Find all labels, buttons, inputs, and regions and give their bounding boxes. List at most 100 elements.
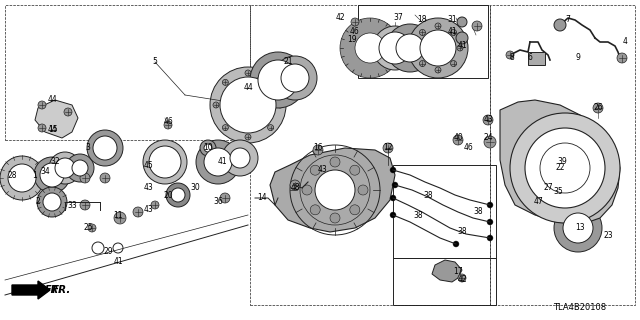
Text: 6: 6 — [527, 52, 532, 61]
Circle shape — [8, 164, 36, 192]
Text: 18: 18 — [417, 15, 427, 25]
Circle shape — [554, 19, 566, 31]
Circle shape — [487, 235, 493, 241]
Text: 38: 38 — [423, 190, 433, 199]
Circle shape — [458, 274, 466, 282]
Text: 3: 3 — [86, 143, 90, 153]
Circle shape — [330, 157, 340, 167]
Text: 24: 24 — [483, 133, 493, 142]
Text: 39: 39 — [557, 157, 567, 166]
Circle shape — [419, 60, 426, 67]
Text: 23: 23 — [603, 230, 613, 239]
Bar — [250, 5, 490, 305]
Circle shape — [230, 87, 266, 123]
Circle shape — [143, 140, 187, 184]
Circle shape — [80, 200, 90, 210]
Circle shape — [593, 103, 603, 113]
Polygon shape — [12, 281, 50, 299]
Text: 37: 37 — [393, 13, 403, 22]
Circle shape — [483, 115, 493, 125]
Text: 42: 42 — [335, 13, 345, 22]
Circle shape — [49, 152, 81, 184]
Circle shape — [435, 67, 441, 73]
Circle shape — [408, 18, 468, 78]
Circle shape — [350, 205, 360, 215]
Polygon shape — [270, 148, 395, 232]
Text: 43: 43 — [483, 116, 493, 124]
Text: 43: 43 — [143, 205, 153, 214]
Circle shape — [451, 60, 456, 67]
Circle shape — [383, 143, 393, 153]
Circle shape — [213, 102, 219, 108]
Circle shape — [413, 45, 419, 51]
Text: 33: 33 — [67, 201, 77, 210]
Circle shape — [250, 52, 306, 108]
Text: 43: 43 — [143, 183, 153, 193]
Text: 17: 17 — [453, 268, 463, 276]
Text: 2: 2 — [36, 197, 40, 206]
Circle shape — [390, 167, 396, 173]
Circle shape — [258, 60, 298, 100]
Circle shape — [149, 146, 181, 178]
Circle shape — [100, 173, 110, 183]
Circle shape — [554, 156, 566, 168]
Circle shape — [535, 200, 545, 210]
Circle shape — [93, 136, 117, 160]
Text: 38: 38 — [473, 207, 483, 217]
Circle shape — [220, 193, 230, 203]
Circle shape — [390, 212, 396, 218]
Circle shape — [520, 137, 576, 193]
Circle shape — [554, 204, 602, 252]
Text: 41: 41 — [113, 258, 123, 267]
Circle shape — [457, 17, 467, 27]
Polygon shape — [522, 155, 574, 185]
Circle shape — [230, 148, 250, 168]
Text: 15: 15 — [48, 125, 58, 134]
Circle shape — [396, 34, 424, 62]
Circle shape — [220, 77, 276, 133]
Circle shape — [210, 67, 286, 143]
Text: 41: 41 — [457, 41, 467, 50]
Circle shape — [350, 165, 360, 175]
Text: 45: 45 — [143, 161, 153, 170]
Circle shape — [166, 183, 190, 207]
Circle shape — [114, 212, 126, 224]
Text: 5: 5 — [152, 58, 157, 67]
Text: 12: 12 — [383, 143, 393, 153]
Text: 44: 44 — [47, 95, 57, 105]
Circle shape — [273, 56, 317, 100]
Circle shape — [87, 130, 123, 166]
Circle shape — [88, 224, 96, 232]
Bar — [490, 5, 635, 305]
Circle shape — [0, 156, 44, 200]
Text: 21: 21 — [284, 58, 292, 67]
Circle shape — [313, 145, 323, 155]
Circle shape — [55, 158, 75, 178]
Circle shape — [113, 243, 123, 253]
Text: 22: 22 — [556, 164, 564, 172]
Circle shape — [392, 182, 398, 188]
Bar — [393, 165, 496, 258]
Text: 44: 44 — [47, 125, 57, 134]
Text: 9: 9 — [575, 52, 580, 61]
Polygon shape — [35, 100, 78, 138]
Circle shape — [222, 124, 228, 131]
Circle shape — [534, 178, 562, 206]
Bar — [358, 5, 488, 78]
Text: 26: 26 — [593, 103, 603, 113]
Text: 36: 36 — [213, 197, 223, 206]
Text: 7: 7 — [566, 15, 570, 25]
Circle shape — [484, 136, 496, 148]
Text: 46: 46 — [463, 143, 473, 153]
Circle shape — [43, 193, 61, 211]
Circle shape — [510, 113, 620, 223]
Text: 38: 38 — [457, 228, 467, 236]
Text: 14: 14 — [257, 194, 267, 203]
Circle shape — [37, 187, 67, 217]
Circle shape — [330, 213, 340, 223]
Circle shape — [472, 21, 482, 31]
Circle shape — [66, 154, 94, 182]
Circle shape — [453, 135, 463, 145]
Text: 46: 46 — [350, 28, 360, 36]
Circle shape — [506, 51, 514, 59]
